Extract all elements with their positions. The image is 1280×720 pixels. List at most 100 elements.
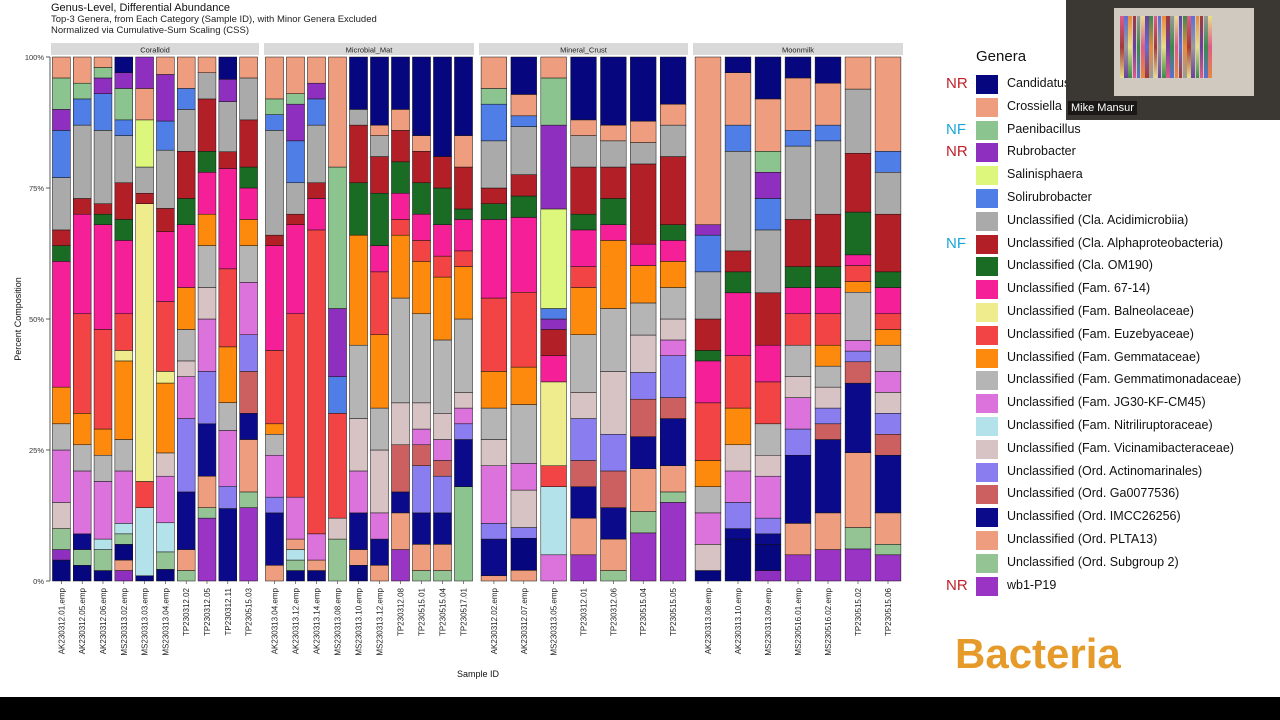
bar-segment	[844, 361, 872, 384]
bar-segment	[874, 287, 902, 315]
bar-segment	[600, 198, 627, 225]
bar-segment	[874, 392, 902, 414]
bar-segment	[114, 470, 133, 524]
thumbnail-bar	[1162, 16, 1166, 78]
bar-segment	[218, 485, 237, 509]
bar-segment	[197, 371, 217, 425]
bar-segment	[73, 549, 92, 566]
bar-segment	[844, 548, 872, 582]
bar-segment	[286, 313, 305, 498]
bar-segment	[52, 130, 71, 178]
x-tick-label: MS230313.12.emp	[376, 587, 385, 655]
legend-item: Unclassified (Fam. 67-14)	[976, 279, 1266, 300]
bar-segment	[630, 334, 657, 373]
bar-segment	[570, 287, 597, 335]
x-tick-label: AK230313.08.emp	[704, 587, 713, 654]
bar-segment	[570, 135, 597, 168]
legend-label: Candidatus	[1007, 76, 1071, 90]
thumbnail-bar	[1120, 16, 1124, 78]
bar-segment	[814, 549, 842, 582]
bar-segment	[307, 124, 326, 184]
bar-segment	[540, 465, 567, 487]
bar-segment	[286, 224, 305, 315]
bar-segment	[349, 470, 368, 514]
bar-segment	[156, 74, 175, 122]
bar-segment	[412, 544, 431, 571]
bar-segment	[540, 308, 567, 320]
bar-segment	[630, 163, 657, 245]
bar-segment	[814, 140, 842, 215]
x-tick-label: AK230312.02.emp	[490, 587, 499, 654]
bar-segment	[814, 407, 842, 425]
bar-segment	[754, 198, 782, 231]
bar-segment	[630, 398, 657, 437]
bar-segment	[814, 344, 842, 367]
legend-item: Solirubrobacter	[976, 188, 1266, 209]
legend-item: Unclassified (Fam. Gemmatimonadaceae)	[976, 370, 1266, 391]
bar-segment	[197, 213, 217, 246]
bar-segment	[73, 533, 92, 550]
bar-segment	[694, 271, 722, 320]
bar-segment	[600, 371, 627, 435]
bar-segment	[391, 56, 410, 110]
x-tick-label: MS230313.04.emp	[161, 587, 170, 655]
legend-label: Unclassified (Cla. Acidimicrobiia)	[1007, 212, 1189, 227]
bar-segment	[480, 187, 508, 204]
bar-segment	[265, 565, 284, 582]
x-tick-label: AK230312.07.emp	[520, 587, 529, 654]
bar-segment	[570, 554, 597, 582]
legend-item: Paenibacillus NF	[946, 120, 1266, 141]
legend-item: Candidatus NR	[946, 74, 1266, 95]
bar-segment	[52, 386, 71, 425]
bar-segment	[540, 554, 567, 582]
bar-segment	[114, 182, 133, 220]
bar-segment	[197, 423, 217, 477]
bar-segment	[754, 172, 782, 199]
legend-item: Unclassified (Ord. Ga0077536)	[976, 484, 1266, 505]
legend-item: Unclassified (Cla. Acidimicrobiia)	[976, 211, 1266, 232]
bar-segment	[844, 152, 872, 213]
bar-segment	[370, 56, 389, 126]
bar-segment	[218, 508, 237, 582]
bar-segment	[510, 570, 537, 582]
bar-segment	[370, 124, 389, 136]
bar-segment	[630, 436, 657, 469]
bar-segment	[694, 402, 722, 461]
bar-segment	[265, 245, 284, 351]
bar-segment	[659, 156, 687, 225]
legend-tag: NR	[946, 143, 968, 161]
bar-segment	[600, 570, 627, 582]
thumbnail-bar	[1136, 16, 1141, 78]
thumbnail-bar	[1191, 16, 1195, 78]
bar-segment	[265, 350, 284, 425]
legend-swatch	[976, 75, 998, 94]
bar-segment	[630, 265, 657, 304]
bar-segment	[454, 318, 473, 393]
thumbnail-bar	[1170, 16, 1174, 78]
bar-segment	[510, 489, 537, 528]
bar-segment	[814, 82, 842, 126]
bar-segment	[391, 512, 410, 550]
bar-segment	[73, 124, 92, 199]
x-tick-label: TP230312.08	[397, 587, 406, 636]
bar-segment	[391, 130, 410, 163]
bar-segment	[370, 512, 389, 540]
bar-segment	[265, 130, 284, 236]
legend-item: Unclassified (Ord. PLTA13)	[976, 530, 1266, 551]
legend-label: Unclassified (Fam. Nitriliruptoraceae)	[1007, 418, 1213, 432]
legend-item: Crossiella	[976, 97, 1266, 118]
bar-segment	[754, 544, 782, 571]
bar-segment	[540, 124, 567, 210]
bar-segment	[93, 67, 113, 79]
bar-segment	[307, 182, 326, 199]
bar-segment	[135, 203, 154, 482]
bar-segment	[600, 434, 627, 472]
bar-segment	[874, 544, 902, 556]
bar-segment	[307, 559, 326, 571]
bar-segment	[52, 449, 71, 503]
bar-segment	[370, 135, 389, 157]
bar-segment	[52, 423, 71, 451]
bar-segment	[370, 334, 389, 409]
bar-segment	[197, 245, 217, 288]
bar-segment	[480, 56, 508, 89]
